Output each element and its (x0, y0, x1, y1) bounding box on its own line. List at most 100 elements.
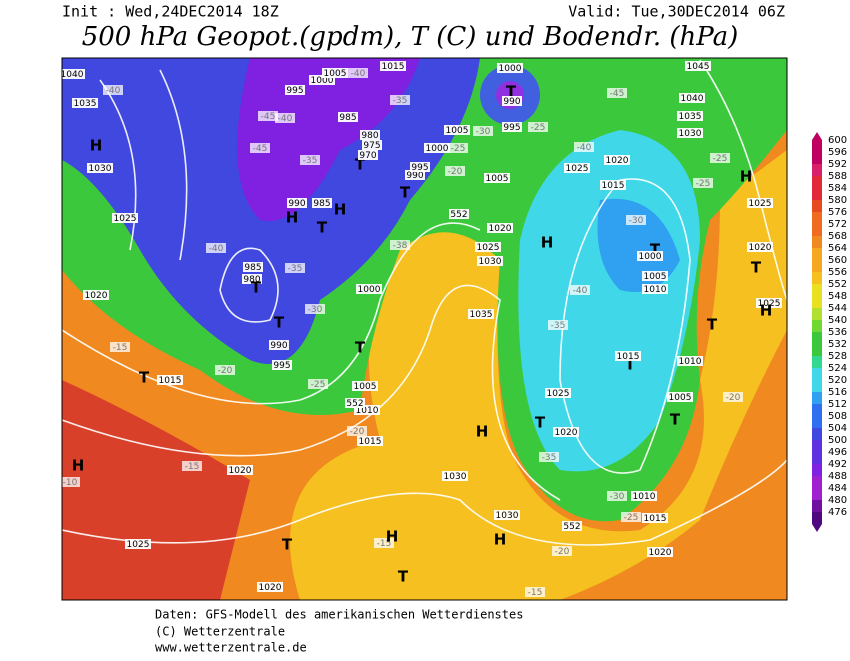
pressure-center: T (751, 259, 762, 277)
isobar-label: 1010 (679, 357, 702, 367)
label-box (112, 213, 138, 223)
isobar-label: 990 (406, 171, 423, 181)
isobar-label: 1020 (749, 243, 772, 253)
label-box (497, 63, 523, 73)
isobar-label: 1015 (382, 62, 405, 72)
init-time: Init : Wed,24DEC2014 18Z (62, 3, 279, 21)
label-box (125, 539, 151, 549)
temperature-label: -25 (311, 380, 326, 390)
pressure-center: H (334, 201, 347, 219)
isobar-label: 985 (244, 263, 261, 273)
colorbar-label: 488 (828, 471, 847, 482)
pressure-center: T (251, 279, 262, 297)
label-box (103, 85, 123, 95)
label-box (607, 88, 627, 98)
temperature-label: -40 (209, 244, 224, 254)
temperature-label: -15 (377, 539, 392, 549)
label-box (677, 111, 703, 121)
label-box (348, 68, 368, 78)
isobar-label: 990 (270, 341, 287, 351)
isobar-label: 1025 (566, 164, 589, 174)
label-box (362, 140, 382, 150)
label-box (642, 284, 668, 294)
temperature-label: -20 (218, 366, 233, 376)
isobar-label: 1005 (446, 126, 469, 136)
colorbar-segment (812, 140, 822, 152)
temperature-label: -35 (551, 321, 566, 331)
isobar-label: 985 (339, 113, 356, 123)
label-box (272, 360, 292, 370)
colorbar-segment (812, 164, 822, 176)
label-box (110, 342, 130, 352)
label-box (528, 122, 548, 132)
temperature-label: -45 (261, 112, 276, 122)
isobar-label: 1020 (489, 224, 512, 234)
label-box (405, 170, 425, 180)
label-box (380, 61, 406, 71)
temperature-label: -38 (393, 241, 408, 251)
label-box (473, 126, 493, 136)
isobar-label: 1005 (644, 272, 667, 282)
isobar-label: 1020 (229, 466, 252, 476)
label-box (487, 223, 513, 233)
label-box (679, 93, 705, 103)
label-box (352, 381, 378, 391)
colorbar-segment (812, 380, 822, 392)
label-box (756, 298, 782, 308)
label-box (484, 173, 510, 183)
pressure-center: H (90, 137, 103, 155)
isobar-label: 1025 (749, 199, 772, 209)
isobar-label: 1040 (61, 70, 84, 80)
colorbar-segment (812, 188, 822, 200)
temperature-label: -40 (106, 86, 121, 96)
label-box (354, 405, 380, 415)
temperature-label: -20 (448, 167, 463, 177)
pressure-center: T (625, 356, 636, 374)
colorbar-label: 556 (828, 267, 847, 278)
colorbar-segment (812, 368, 822, 380)
isobar-label: 1025 (477, 243, 500, 253)
colorbar-segment (812, 284, 822, 296)
isobar-label: 1020 (649, 548, 672, 558)
label-box (539, 452, 559, 462)
label-box (502, 122, 522, 132)
temperature-label: -45 (253, 144, 268, 154)
pressure-center: T (670, 411, 681, 429)
isobar-label: 995 (411, 163, 428, 173)
pressure-center: T (400, 184, 411, 202)
label-box (410, 162, 430, 172)
label-box (390, 95, 410, 105)
temperature-label: -30 (629, 216, 644, 226)
label-box (305, 304, 325, 314)
colorbar-segment (812, 260, 822, 272)
temperature-label: -40 (577, 143, 592, 153)
colorbar-label: 564 (828, 243, 847, 254)
label-box (60, 477, 80, 487)
colorbar-label: 576 (828, 207, 847, 218)
label-box (631, 491, 657, 501)
colorbar-label: 504 (828, 423, 847, 434)
colorbar-segment (812, 320, 822, 332)
colorbar-segment (812, 212, 822, 224)
label-box (275, 113, 295, 123)
label-box (287, 198, 307, 208)
isobar-label: 1030 (496, 511, 519, 521)
colorbar-segment (812, 248, 822, 260)
label-box (607, 491, 627, 501)
label-box (494, 510, 520, 520)
colorbar-segment (812, 452, 822, 464)
map (62, 58, 787, 600)
label-box (322, 68, 348, 78)
footer-copyright: (C) Wetterzentrale (155, 625, 285, 639)
colorbar-label: 580 (828, 195, 847, 206)
pressure-center: T (506, 83, 517, 101)
label-box (242, 274, 262, 284)
label-box (358, 150, 378, 160)
label-box (477, 256, 503, 266)
isobar-label: 552 (346, 399, 363, 409)
label-box (374, 538, 394, 548)
label-box (693, 178, 713, 188)
pressure-center: H (541, 234, 554, 252)
label-box (312, 198, 332, 208)
colorbar-segment (812, 500, 822, 512)
